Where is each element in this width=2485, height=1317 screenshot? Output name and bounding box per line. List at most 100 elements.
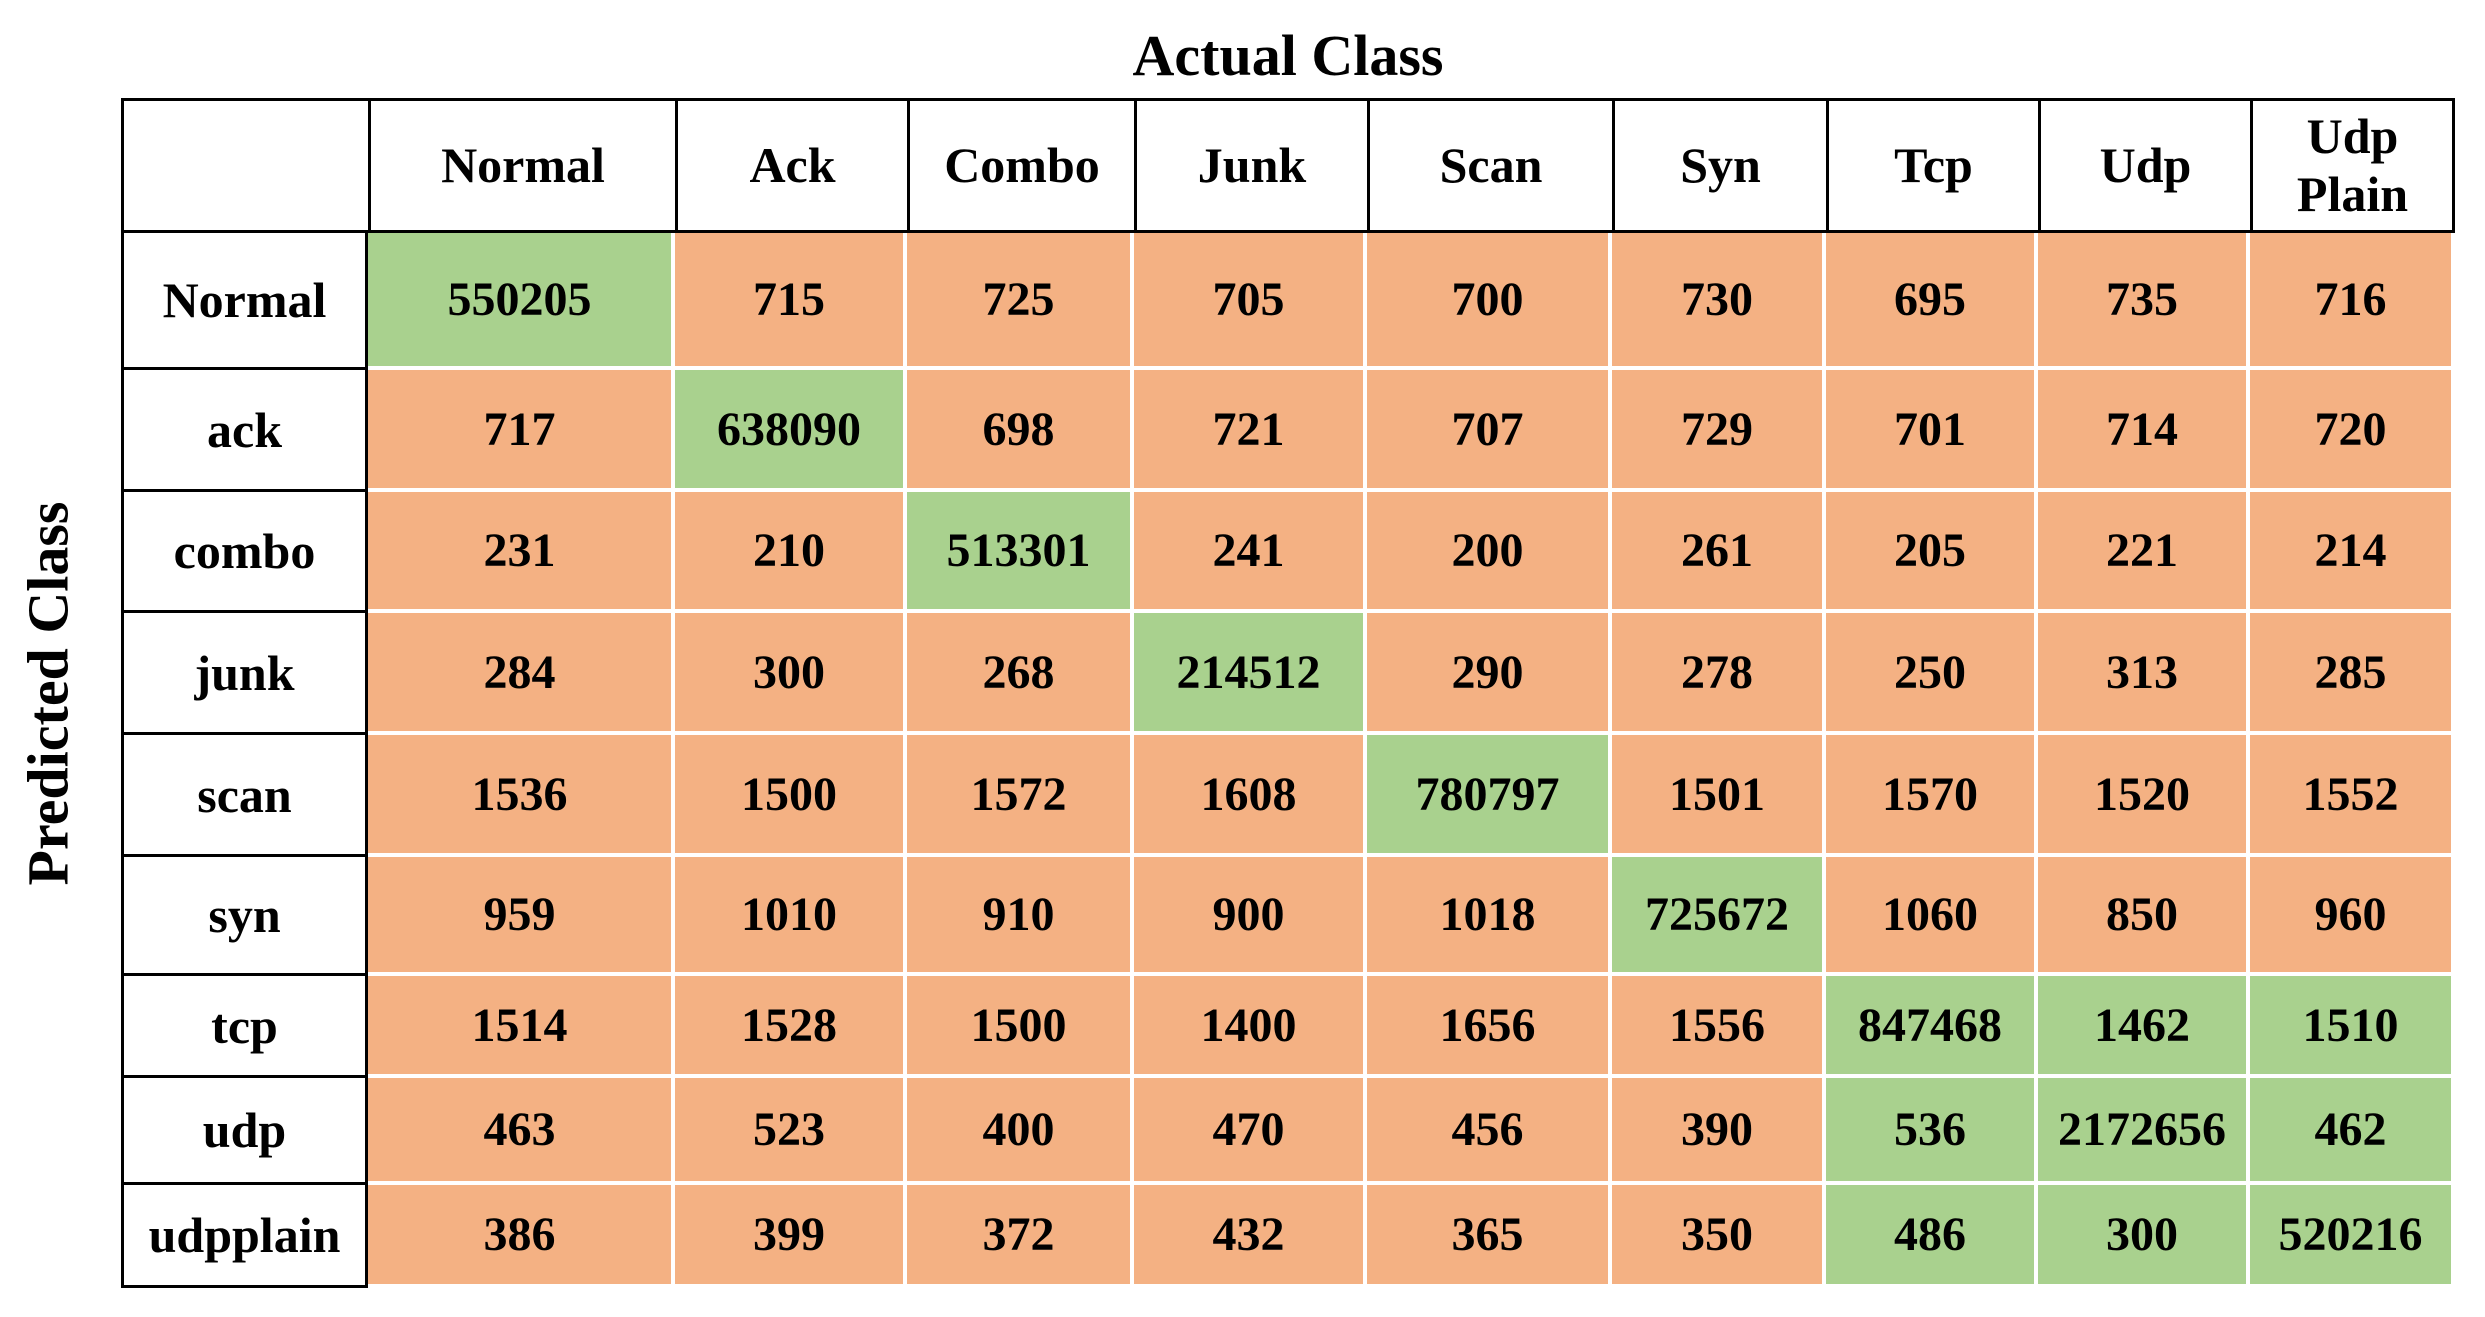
matrix-cell: 400 [907,1078,1134,1185]
matrix-cell: 1552 [2250,735,2455,857]
row-label-combo: combo [121,492,368,613]
col-header-udp-plain: Udp Plain [2250,98,2455,233]
row-label-udpplain: udpplain [121,1185,368,1288]
col-header-scan: Scan [1367,98,1612,233]
row-label-junk: junk [121,613,368,735]
col-header-normal: Normal [368,98,675,233]
header-row: Normal Ack Combo Junk Scan Syn Tcp Udp Udp Plain [121,98,2455,233]
matrix-row-udpplain: udpplain 386 399 372 432 365 350 486 300 520216 [121,1185,2455,1288]
matrix-cell: 701 [1826,370,2038,492]
matrix-cell: 365 [1367,1185,1612,1288]
row-label-ack: ack [121,370,368,492]
matrix-cell: 513301 [907,492,1134,613]
matrix-cell: 960 [2250,857,2455,976]
matrix-cell: 705 [1134,233,1367,370]
confusion-matrix-table: Normal Ack Combo Junk Scan Syn Tcp Udp Udp Plain… [121,98,2455,1288]
matrix-row-tcp: tcp 1514 1528 1500 1400 1656 1556 847468 1462 151… [121,976,2455,1078]
matrix-cell: 715 [675,233,907,370]
matrix-cell: 1556 [1612,976,1826,1078]
matrix-cell: 1500 [675,735,907,857]
matrix-cell: 372 [907,1185,1134,1288]
matrix-row-junk: junk 284 300 268 214512 290 278 250 313 285 [121,613,2455,735]
matrix-cell: 1536 [368,735,675,857]
matrix-cell: 725672 [1612,857,1826,976]
matrix-cell: 695 [1826,233,2038,370]
matrix-cell: 470 [1134,1078,1367,1185]
matrix-cell: 462 [2250,1078,2455,1185]
matrix-cell: 432 [1134,1185,1367,1288]
matrix-cell: 959 [368,857,675,976]
matrix-cell: 290 [1367,613,1612,735]
matrix-cell: 725 [907,233,1134,370]
matrix-cell: 550205 [368,233,675,370]
matrix-cell: 707 [1367,370,1612,492]
matrix-cell: 300 [2038,1185,2250,1288]
col-header-junk: Junk [1134,98,1367,233]
row-label-syn: syn [121,857,368,976]
matrix-row-scan: scan 1536 1500 1572 1608 780797 1501 1570 1520 15… [121,735,2455,857]
row-label-tcp: tcp [121,976,368,1078]
matrix-cell: 2172656 [2038,1078,2250,1185]
matrix-cell: 700 [1367,233,1612,370]
matrix-cell: 284 [368,613,675,735]
matrix-cell: 390 [1612,1078,1826,1185]
actual-class-axis-title: Actual Class [1132,23,1444,88]
matrix-cell: 1060 [1826,857,2038,976]
matrix-cell: 278 [1612,613,1826,735]
matrix-cell: 1656 [1367,976,1612,1078]
matrix-cell: 1400 [1134,976,1367,1078]
matrix-cell: 210 [675,492,907,613]
matrix-cell: 716 [2250,233,2455,370]
matrix-header: Normal Ack Combo Junk Scan Syn Tcp Udp Udp Plain [121,98,2455,233]
matrix-cell: 1462 [2038,976,2250,1078]
matrix-row-ack: ack 717 638090 698 721 707 729 701 714 720 [121,370,2455,492]
matrix-cell: 1010 [675,857,907,976]
predicted-class-axis-title: Predicted Class [15,501,81,885]
matrix-cell: 850 [2038,857,2250,976]
matrix-cell: 399 [675,1185,907,1288]
matrix-cell: 386 [368,1185,675,1288]
matrix-cell: 1501 [1612,735,1826,857]
matrix-cell: 721 [1134,370,1367,492]
predicted-class-axis-title-wrap: Predicted Class [0,98,96,1288]
matrix-cell: 520216 [2250,1185,2455,1288]
matrix-cell: 214512 [1134,613,1367,735]
row-label-Normal: Normal [121,233,368,370]
matrix-cell: 1520 [2038,735,2250,857]
matrix-cell: 463 [368,1078,675,1185]
col-header-combo: Combo [907,98,1134,233]
matrix-cell: 261 [1612,492,1826,613]
matrix-cell: 231 [368,492,675,613]
matrix-cell: 221 [2038,492,2250,613]
matrix-row-syn: syn 959 1010 910 900 1018 725672 1060 850 960 [121,857,2455,976]
matrix-cell: 300 [675,613,907,735]
matrix-cell: 350 [1612,1185,1826,1288]
matrix-row-combo: combo 231 210 513301 241 200 261 205 221 214 [121,492,2455,613]
matrix-cell: 729 [1612,370,1826,492]
matrix-cell: 910 [907,857,1134,976]
matrix-cell: 1510 [2250,976,2455,1078]
matrix-cell: 268 [907,613,1134,735]
matrix-cell: 536 [1826,1078,2038,1185]
col-header-tcp: Tcp [1826,98,2038,233]
matrix-cell: 847468 [1826,976,2038,1078]
matrix-cell: 205 [1826,492,2038,613]
matrix-cell: 1608 [1134,735,1367,857]
col-header-udp: Udp [2038,98,2250,233]
matrix-row-udp: udp 463 523 400 470 456 390 536 2172656 462 [121,1078,2455,1185]
matrix-row-Normal: Normal 550205 715 725 705 700 730 695 735 716 [121,233,2455,370]
matrix-cell: 1500 [907,976,1134,1078]
matrix-cell: 698 [907,370,1134,492]
col-header-ack: Ack [675,98,907,233]
matrix-cell: 285 [2250,613,2455,735]
matrix-cell: 735 [2038,233,2250,370]
matrix-body: Normal 550205 715 725 705 700 730 695 735 716 ack 7… [121,233,2455,1288]
matrix-cell: 1514 [368,976,675,1078]
row-label-udp: udp [121,1078,368,1185]
matrix-cell: 1572 [907,735,1134,857]
matrix-cell: 1528 [675,976,907,1078]
matrix-cell: 250 [1826,613,2038,735]
matrix-cell: 717 [368,370,675,492]
matrix-cell: 523 [675,1078,907,1185]
matrix-cell: 720 [2250,370,2455,492]
